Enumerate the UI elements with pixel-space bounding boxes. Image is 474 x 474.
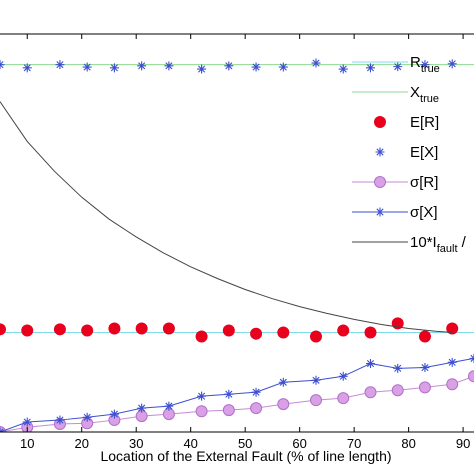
e_x-point	[0, 60, 5, 70]
sigma_r-point	[446, 378, 459, 391]
sigma_x-point	[447, 357, 457, 367]
e_x-point	[365, 63, 375, 73]
legend-sigma_r-label: σ[R]	[410, 174, 438, 191]
sigma_r-point	[250, 402, 263, 415]
e_x-point	[278, 62, 288, 72]
e_r-point	[337, 324, 350, 337]
sigma_x-point	[82, 412, 92, 422]
e_x-point	[311, 58, 321, 68]
e_x-point	[197, 64, 207, 74]
sigma_r-point	[391, 384, 404, 397]
sigma_x-point	[420, 363, 430, 373]
x-tick-label: 60	[292, 436, 306, 451]
e_r-point	[310, 330, 322, 343]
x-axis-label: Location of the External Fault (% of lin…	[100, 448, 391, 464]
x-tick-label: 10	[20, 436, 34, 451]
e_r-point	[53, 323, 66, 336]
axes: 10 20 30 40 50 60 70 80 90	[0, 33, 474, 451]
e_r-point	[364, 326, 377, 339]
legend-r_true-label: Rtrue	[410, 54, 440, 75]
e_x-point	[224, 61, 234, 71]
sigma_r-point	[277, 398, 290, 411]
legend-sigma_x-swatch	[375, 207, 385, 217]
sigma_x-point	[224, 389, 234, 399]
sigma_r-point	[310, 394, 322, 407]
sigma_x-point	[251, 387, 261, 397]
e_x-point	[393, 62, 403, 72]
e_r-point	[446, 322, 459, 335]
e_r-point	[222, 324, 235, 337]
sigma_r-point	[364, 386, 377, 399]
e_r-point	[0, 323, 6, 336]
sigma_x-point	[393, 363, 403, 373]
sigma_r-line	[0, 375, 474, 432]
e_x-point	[137, 61, 147, 71]
e_x-point	[82, 62, 92, 72]
x-tick-label: 20	[74, 436, 88, 451]
sigma_r-point	[418, 381, 431, 394]
i_fault-line	[0, 101, 453, 333]
e_r-point	[135, 322, 148, 335]
legend: Rtrue Xtrue E[R] E[X] σ[R] σ[X] 10*Ifault /	[352, 54, 467, 255]
sigma_x-point	[469, 353, 474, 363]
e_r-point	[81, 324, 94, 337]
x-tick-label: 50	[238, 436, 252, 451]
legend-e_x-swatch	[375, 147, 385, 157]
x-tick-label: 80	[401, 436, 415, 451]
sigma_r-point	[337, 392, 350, 405]
sigma_x-point	[164, 401, 174, 411]
e_r-point	[418, 330, 431, 343]
e_r-point	[21, 324, 34, 337]
x-tick-label: 70	[347, 436, 361, 451]
e_x-point	[447, 59, 457, 69]
sigma_x-point	[311, 375, 321, 385]
e_x-point	[22, 63, 32, 73]
legend-e_x-label: E[X]	[410, 144, 438, 161]
sigma_r-point	[195, 405, 208, 418]
x-tick-label: 40	[183, 436, 197, 451]
sigma_x-line	[0, 357, 474, 432]
legend-e_r-swatch	[374, 116, 386, 128]
legend-e_r-label: E[R]	[410, 114, 439, 131]
e_r-point	[108, 322, 121, 335]
sigma_x-point	[197, 391, 207, 401]
e_r-point	[250, 327, 263, 340]
sigma_x-point	[338, 371, 348, 381]
e_x-point	[420, 60, 430, 70]
legend-i_fault-label: 10*Ifault /	[410, 234, 467, 255]
legend-sigma_r-swatch	[374, 176, 386, 188]
series-group	[0, 58, 474, 432]
sigma_x-point	[137, 403, 147, 413]
e_x-point	[164, 61, 174, 71]
sigma_x-point	[365, 359, 375, 369]
sigma_x-point	[55, 415, 65, 425]
legend-sigma_x-label: σ[X]	[410, 204, 438, 221]
sigma_r-point	[222, 404, 235, 417]
e_x-point	[338, 64, 348, 74]
e_x-point	[109, 63, 119, 73]
x-tick-label: 30	[129, 436, 143, 451]
e_r-point	[277, 326, 290, 339]
e_x-point	[251, 62, 261, 72]
sigma_x-point	[109, 409, 119, 419]
x-tick-label: 90	[456, 436, 470, 451]
sigma_x-point	[278, 377, 288, 387]
legend-x_true-label: Xtrue	[410, 84, 439, 105]
sigma_r-point	[468, 370, 474, 383]
e_r-point	[195, 330, 208, 343]
sigma_x-point	[22, 417, 32, 427]
e_x-point	[55, 60, 65, 70]
e_r-point	[162, 322, 175, 335]
plot-area	[0, 58, 474, 432]
